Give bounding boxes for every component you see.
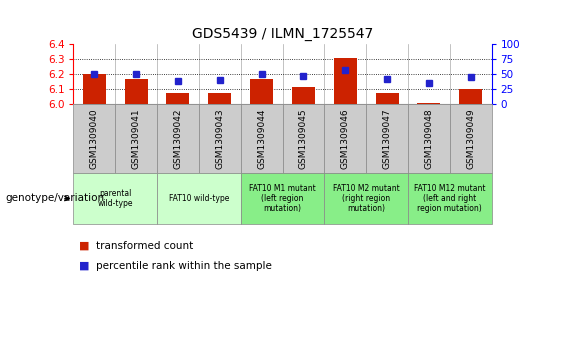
Bar [292, 87, 315, 104]
Text: parental
wild-type: parental wild-type [98, 189, 133, 208]
Text: genotype/variation: genotype/variation [6, 193, 105, 203]
Bar [334, 58, 357, 104]
Text: FAT10 M2 mutant
(right region
mutation): FAT10 M2 mutant (right region mutation) [333, 184, 399, 213]
Bar [167, 93, 189, 104]
Text: GSM1309045: GSM1309045 [299, 108, 308, 169]
Bar [376, 93, 398, 104]
Text: GSM1309043: GSM1309043 [215, 108, 224, 169]
Text: ■: ■ [79, 261, 90, 270]
Title: GDS5439 / ILMN_1725547: GDS5439 / ILMN_1725547 [192, 27, 373, 41]
Text: GSM1309042: GSM1309042 [173, 108, 182, 169]
Bar [83, 74, 106, 104]
Text: GSM1309041: GSM1309041 [132, 108, 141, 169]
Text: transformed count: transformed count [96, 241, 193, 250]
Text: GSM1309047: GSM1309047 [383, 108, 392, 169]
Text: GSM1309040: GSM1309040 [90, 108, 99, 169]
Text: GSM1309048: GSM1309048 [424, 108, 433, 169]
Bar [459, 89, 482, 104]
Bar [418, 102, 440, 104]
Text: GSM1309046: GSM1309046 [341, 108, 350, 169]
Bar [208, 93, 231, 104]
Text: ■: ■ [79, 241, 90, 250]
Bar [250, 79, 273, 104]
Bar [125, 79, 147, 104]
Text: FAT10 M1 mutant
(left region
mutation): FAT10 M1 mutant (left region mutation) [249, 184, 316, 213]
Text: GSM1309044: GSM1309044 [257, 108, 266, 169]
Text: percentile rank within the sample: percentile rank within the sample [96, 261, 272, 270]
Text: FAT10 M12 mutant
(left and right
region mutation): FAT10 M12 mutant (left and right region … [414, 184, 485, 213]
Text: FAT10 wild-type: FAT10 wild-type [169, 194, 229, 203]
Text: GSM1309049: GSM1309049 [466, 108, 475, 169]
